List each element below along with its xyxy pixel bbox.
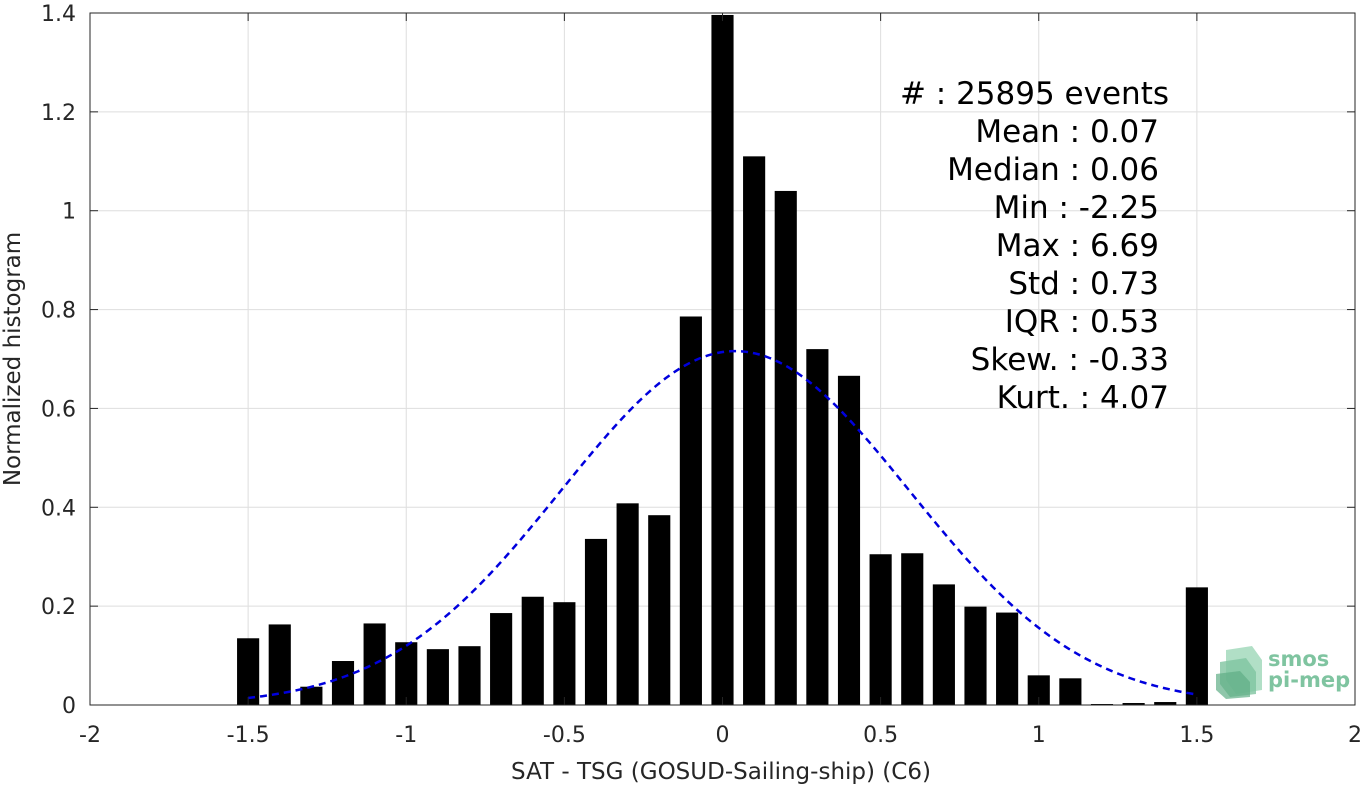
y-axis-ticks: 0 0.2 0.4 0.6 0.8 1 1.2 1.4 <box>41 2 1355 719</box>
histogram-bar <box>616 503 639 705</box>
logo-text-line2: pi-mep <box>1268 668 1350 692</box>
y-axis-label: Normalized histogram <box>0 232 26 486</box>
y-tick-label: 0 <box>62 694 76 719</box>
stat-line: # : 25895 events <box>900 76 1169 112</box>
stat-line: Std : 0.73 <box>1008 266 1159 302</box>
stat-line: IQR : 0.53 <box>1005 304 1159 340</box>
x-axis-ticks: -2 -1.5 -1 -0.5 0 0.5 1 1.5 2 <box>79 13 1362 748</box>
stat-line: Kurt. : 4.07 <box>997 380 1169 416</box>
normal-fit-curve <box>247 349 1198 700</box>
y-tick-label: 0.2 <box>41 595 76 620</box>
histogram-bar <box>458 646 481 705</box>
x-tick-label: 2 <box>1348 723 1362 748</box>
stat-line: Max : 6.69 <box>996 228 1159 264</box>
y-tick-label: 0.8 <box>41 299 76 324</box>
y-tick-label: 1.2 <box>41 101 76 126</box>
histogram-bar <box>679 316 702 705</box>
x-tick-label: 1.5 <box>1179 723 1214 748</box>
logo-text-line1: smos <box>1268 647 1329 671</box>
histogram-bar <box>1185 587 1208 705</box>
x-tick-label: -1.5 <box>227 723 270 748</box>
x-tick-label: 1 <box>1032 723 1046 748</box>
histogram-bar <box>743 156 766 706</box>
histogram-bar <box>300 686 323 705</box>
histogram-bar <box>553 602 576 705</box>
y-tick-label: 0.6 <box>41 397 76 422</box>
logo-mark-icon <box>1216 646 1262 699</box>
y-tick-label: 1 <box>62 200 76 225</box>
histogram-bar <box>869 554 892 705</box>
histogram-bar <box>964 606 987 705</box>
stat-line: Mean : 0.07 <box>975 114 1159 150</box>
histogram-bar <box>806 349 829 705</box>
histogram-bar <box>837 375 861 705</box>
stat-line: Skew. : -0.33 <box>971 342 1169 378</box>
histogram-bar <box>363 623 386 705</box>
histogram-bar <box>268 624 291 705</box>
histogram-bar <box>1027 675 1050 705</box>
histogram-bar <box>490 613 513 705</box>
histogram-bar <box>711 14 734 705</box>
y-tick-label: 0.4 <box>41 496 76 521</box>
histogram-bar <box>237 638 260 705</box>
x-axis-label: SAT - TSG (GOSUD-Sailing-ship) (C6) <box>511 759 931 785</box>
stat-line: Min : -2.25 <box>994 190 1159 226</box>
histogram-bar <box>331 661 355 705</box>
histogram-bar <box>1122 703 1145 705</box>
histogram-bar <box>395 642 418 705</box>
histogram-bar <box>932 584 955 705</box>
histogram-bar <box>1059 678 1082 705</box>
histogram-bar <box>584 538 608 705</box>
histogram-bar <box>901 553 924 705</box>
y-tick-label: 1.4 <box>41 2 76 27</box>
histogram-bar <box>996 612 1019 705</box>
histogram-bars <box>237 14 1208 706</box>
histogram-bar <box>648 515 671 705</box>
x-tick-label: 0 <box>716 723 730 748</box>
x-tick-label: 0.5 <box>863 723 898 748</box>
x-tick-label: -0.5 <box>543 723 586 748</box>
histogram-bar <box>1154 702 1177 705</box>
histogram-bar <box>521 596 544 705</box>
smos-pimep-logo: smos pi-mep <box>1216 646 1350 699</box>
x-tick-label: -1 <box>395 723 417 748</box>
x-tick-label: -2 <box>79 723 101 748</box>
histogram-bar <box>774 190 797 705</box>
histogram-bar <box>426 649 449 705</box>
stat-line: Median : 0.06 <box>947 152 1159 188</box>
